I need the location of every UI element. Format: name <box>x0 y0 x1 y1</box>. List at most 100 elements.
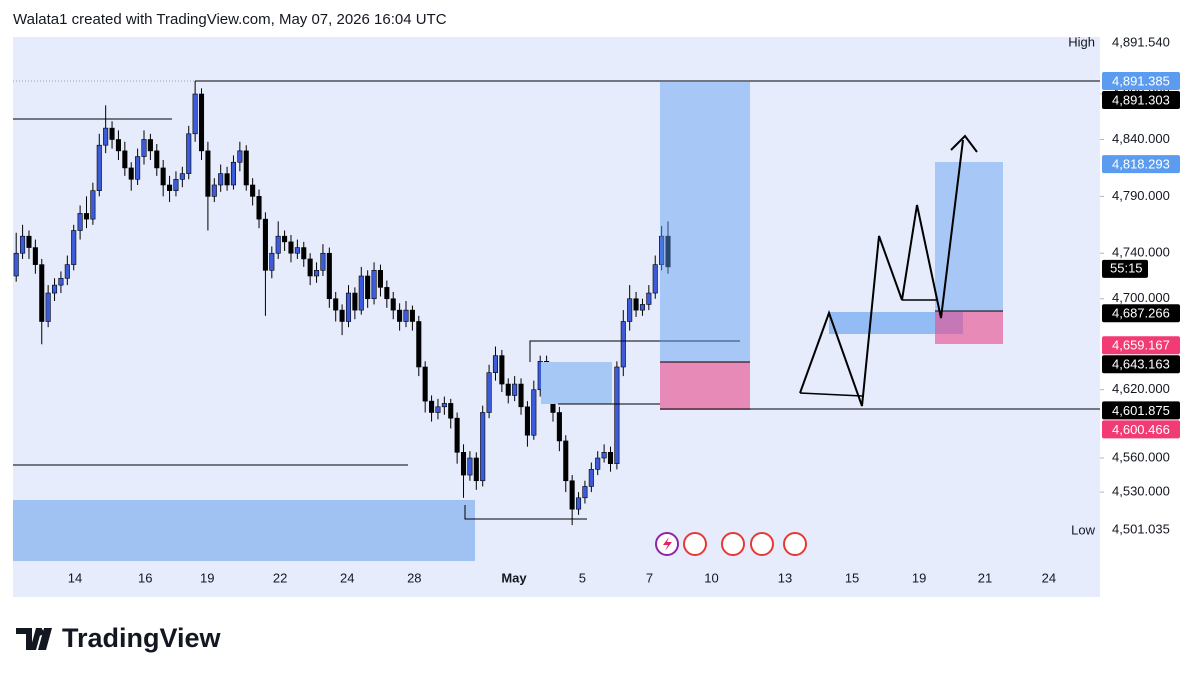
candle-body <box>345 292 352 322</box>
stop-zone <box>935 311 1003 344</box>
price-tag-label: 4,891.385 <box>1112 73 1170 88</box>
y-tick-label: 4,840.000 <box>1112 131 1170 146</box>
candle-body <box>147 139 153 152</box>
candle-body <box>524 406 530 436</box>
candle-body <box>307 258 313 277</box>
candle-body <box>275 235 281 254</box>
event-icon <box>750 532 774 556</box>
price-tag <box>1102 355 1180 374</box>
candle-body <box>467 457 473 476</box>
projection-path <box>799 139 964 407</box>
candle-body <box>333 298 339 311</box>
high-name: High <box>1068 34 1095 49</box>
candle-body <box>588 469 594 487</box>
candle-body <box>52 284 58 294</box>
candle-body <box>409 309 415 322</box>
candle-body <box>563 440 569 482</box>
low-label: 4,501.035 <box>1112 521 1170 536</box>
candle-body <box>83 213 90 220</box>
candle-body <box>441 403 447 408</box>
price-tag <box>1102 91 1180 110</box>
candle-body <box>250 184 256 197</box>
price-tag-label: 4,818.293 <box>1112 157 1170 172</box>
x-tick-label: 14 <box>68 570 82 585</box>
candle-body <box>512 383 518 396</box>
candle-body <box>96 144 102 191</box>
price-tag <box>1102 401 1180 420</box>
candle-body <box>339 309 345 322</box>
zone <box>541 362 612 404</box>
x-tick-label: 10 <box>704 570 718 585</box>
event-icon <box>783 532 807 556</box>
candle-body <box>607 452 614 464</box>
event-icon <box>721 532 745 556</box>
candle-body <box>505 383 511 396</box>
candle-body <box>659 235 665 265</box>
x-tick-label: 5 <box>579 570 586 585</box>
candle-body <box>633 298 639 311</box>
target-zone <box>935 162 1003 311</box>
candle-body <box>576 497 582 510</box>
candle-body <box>90 190 96 220</box>
zone <box>13 500 475 561</box>
candle-body <box>294 247 300 254</box>
high-label: 4,891.540 <box>1112 34 1170 49</box>
price-tag <box>1102 72 1180 91</box>
candle-body <box>531 389 537 436</box>
price-tag <box>1102 420 1180 439</box>
target-zone <box>660 82 750 362</box>
stop-zone <box>660 362 750 410</box>
x-tick-label: 19 <box>200 570 214 585</box>
y-tick-label: 4,530.000 <box>1112 484 1170 499</box>
candle-body <box>595 457 601 470</box>
candle-body <box>64 264 70 279</box>
countdown: 55:15 <box>1110 260 1143 275</box>
candle-body <box>486 372 492 413</box>
price-tag-label: 4,891.303 <box>1112 92 1170 107</box>
candle-body <box>620 321 626 368</box>
candle-body <box>224 173 230 186</box>
candle-body <box>32 247 38 265</box>
candle-body <box>460 452 467 476</box>
candle-body <box>499 355 505 385</box>
zone <box>829 312 963 334</box>
candle-body <box>518 383 524 408</box>
candle-body <box>326 252 332 300</box>
price-tag-label: 4,659.167 <box>1112 338 1170 353</box>
attribution: Walata1 created with TradingView.com, Ma… <box>13 11 447 28</box>
candle-body <box>652 264 658 294</box>
candle-body <box>218 173 224 186</box>
logo-mark <box>16 628 52 650</box>
projection-path <box>799 299 937 397</box>
candle-body <box>480 412 486 482</box>
level-line <box>464 505 587 520</box>
y-tick-label: 4,740.000 <box>1112 245 1170 260</box>
candle-body <box>109 127 115 140</box>
arrow-head <box>950 134 978 153</box>
x-tick-label: 16 <box>138 570 152 585</box>
x-tick-label: 15 <box>845 570 859 585</box>
candle-body <box>230 161 237 186</box>
x-tick-label: 24 <box>1042 570 1056 585</box>
x-tick-label: 24 <box>340 570 354 585</box>
candle-body <box>352 292 358 311</box>
candle-body <box>26 235 32 248</box>
candle-body <box>128 167 134 180</box>
candle-body <box>103 127 109 146</box>
candle-body <box>320 252 326 271</box>
candle-body <box>135 156 141 180</box>
candle-body <box>377 270 383 288</box>
price-tag-label: 4,687.266 <box>1112 306 1170 321</box>
candle-body <box>186 133 192 174</box>
candle-body <box>262 218 268 271</box>
low-name: Low <box>1071 522 1095 537</box>
event-icon <box>663 537 672 551</box>
candle-body <box>20 235 26 254</box>
candle-body <box>614 366 620 464</box>
x-tick-label: 13 <box>778 570 792 585</box>
candle-body <box>173 179 179 191</box>
candle-body <box>115 139 121 152</box>
candle-body <box>269 252 275 271</box>
candle-body <box>288 241 294 254</box>
